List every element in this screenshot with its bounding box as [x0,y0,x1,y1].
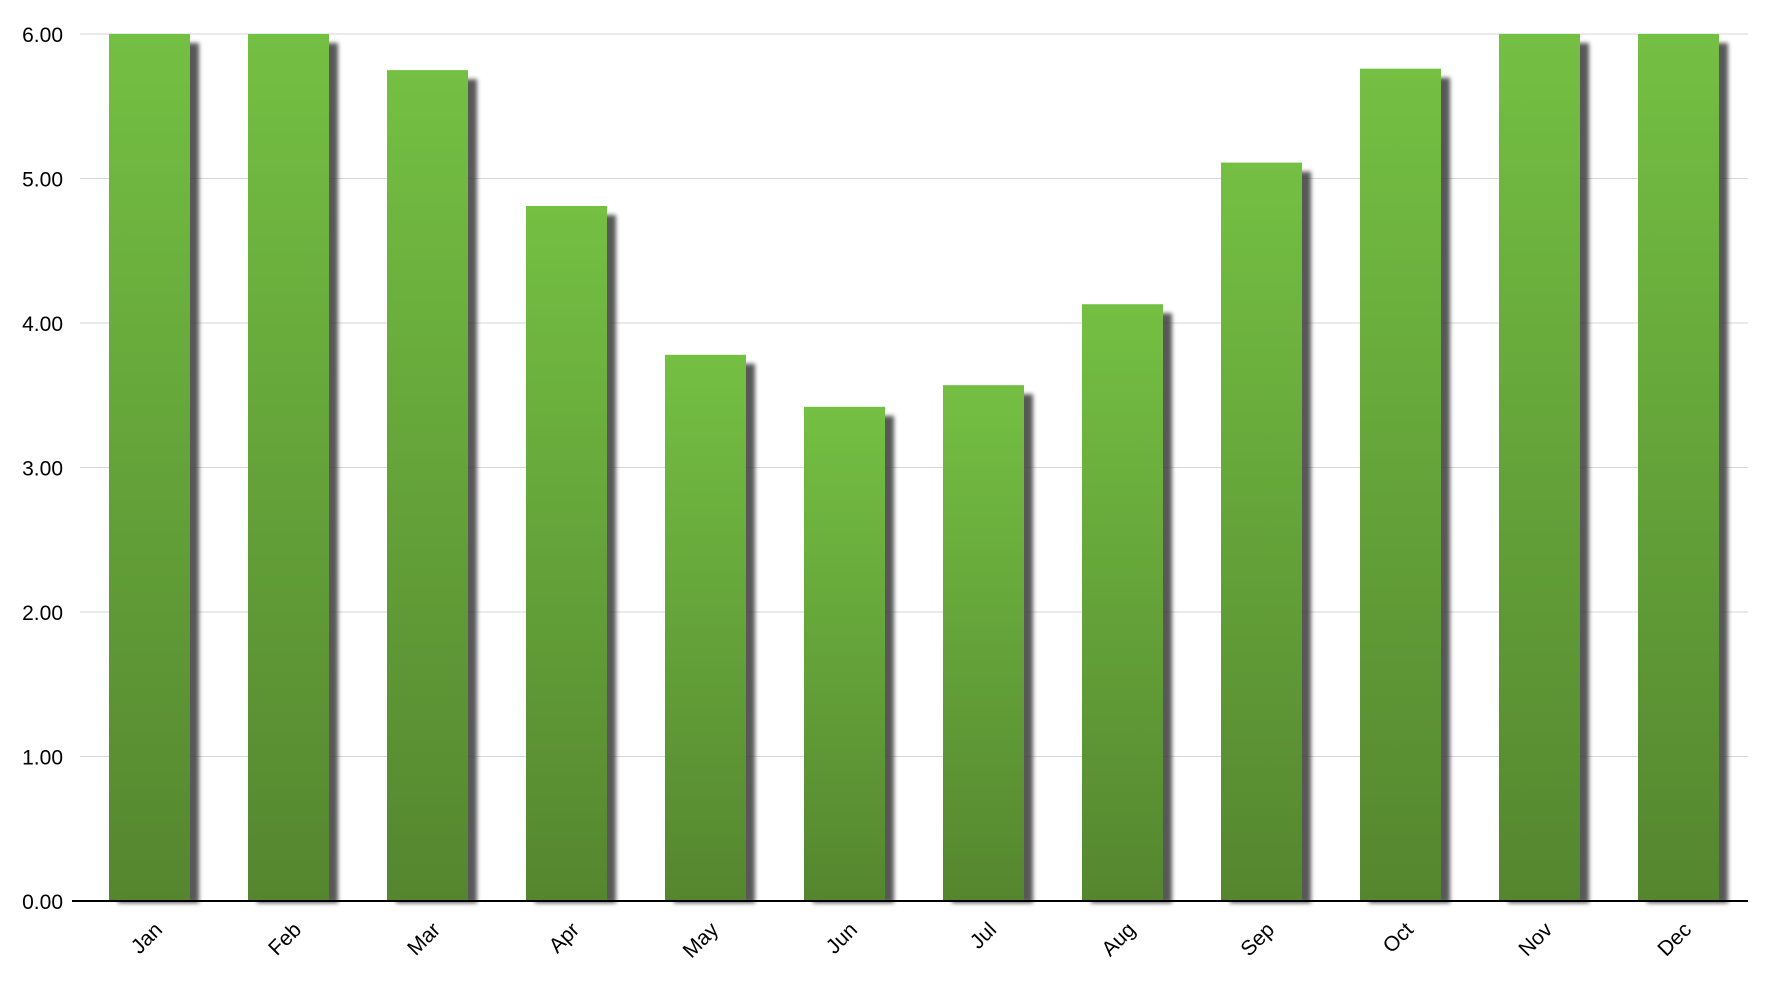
bar-dec [1638,34,1719,901]
x-tick-label: Jun [822,918,862,958]
x-tick-label: Oct [1379,918,1418,957]
x-tick-label: Dec [1653,918,1696,961]
bar-may [665,354,746,901]
x-tick-label: Nov [1514,918,1557,961]
x-tick-label: Aug [1097,918,1140,961]
bar-sep [1221,162,1302,902]
y-tick-label: 6.00 [22,24,63,47]
bar-aug [1082,304,1163,902]
bar-jun [804,406,885,901]
x-tick-label: Jul [966,918,1001,953]
bar-mar [387,70,468,901]
y-tick-label: 2.00 [22,602,63,625]
x-tick-label: Feb [264,918,306,960]
y-tick-label: 3.00 [22,458,63,481]
bar-shadows [118,43,1728,904]
bar-apr [526,205,607,901]
x-tick-label: Mar [403,918,445,960]
bar-nov [1499,34,1580,901]
bar-jan [109,34,190,901]
y-tick-label: 5.00 [22,169,63,192]
y-tick-label: 0.00 [22,891,63,914]
gridlines [80,33,1748,757]
x-tick-label: Apr [545,918,584,957]
bar-jul [943,385,1024,901]
x-tick-labels: Jan Feb Mar Apr May Jun Jul Aug Sep Oct Nov Dec [127,918,1696,963]
y-tick-labels: 0.00 1.00 2.00 3.00 4.00 5.00 6.00 [22,24,63,914]
bar-oct [1360,68,1441,902]
x-tick-label: Sep [1236,918,1279,961]
x-tick-label: May [679,918,724,963]
y-tick-label: 1.00 [22,747,63,770]
bars [109,34,1719,902]
y-tick-label: 4.00 [22,313,63,336]
x-tick-label: Jan [127,918,167,958]
bar-feb [248,34,329,901]
